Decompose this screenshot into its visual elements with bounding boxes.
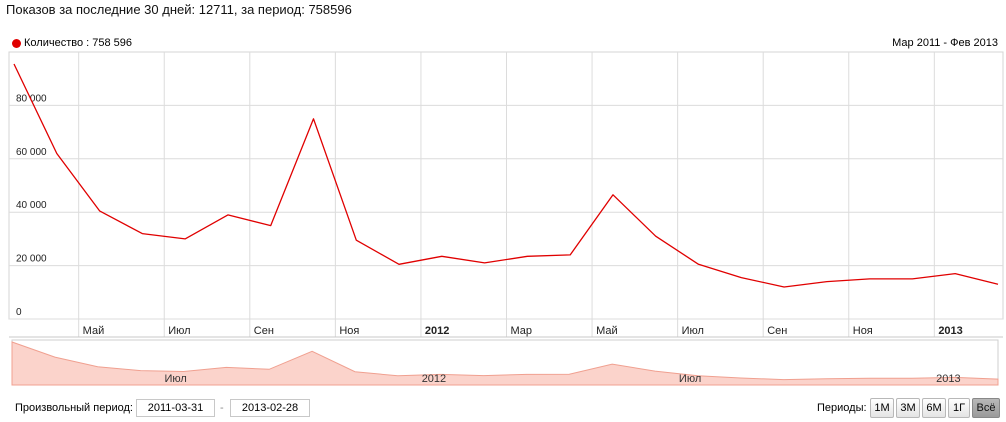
to-date-input[interactable]: 2013-02-28 bbox=[230, 399, 310, 417]
x-tick-label: Ноя bbox=[339, 325, 359, 337]
period-1y-button[interactable]: 1Г bbox=[948, 398, 970, 418]
from-date-input[interactable]: 2011-03-31 bbox=[136, 399, 215, 417]
y-tick-label: 20 000 bbox=[16, 254, 47, 265]
x-tick-label: Июл bbox=[168, 325, 190, 337]
y-tick-label: 80 000 bbox=[16, 93, 47, 104]
x-tick-label: Ноя bbox=[853, 325, 873, 337]
x-tick-label: Май bbox=[596, 325, 618, 337]
line-chart: 0 20 000 40 000 60 000 80 000 Май Июл Сен Ноя 20… bbox=[8, 51, 1004, 386]
period-6m-button[interactable]: 6М bbox=[922, 398, 946, 418]
navigator-label: 2013 bbox=[936, 373, 960, 385]
date-range-label: Мар 2011 - Фев 2013 bbox=[892, 37, 998, 49]
legend-label: Количество : 758 596 bbox=[24, 37, 133, 49]
navigator-label: Июл bbox=[164, 373, 186, 385]
x-tick-label: 2012 bbox=[425, 325, 449, 337]
series-line[interactable] bbox=[13, 63, 999, 288]
period-all-button[interactable]: Всё bbox=[972, 398, 1000, 418]
period-3m-button[interactable]: 3М bbox=[896, 398, 920, 418]
date-separator: - bbox=[220, 402, 224, 414]
x-tick-label: Май bbox=[83, 325, 105, 337]
x-tick-label: Мар bbox=[511, 325, 533, 337]
controls-bar: Произвольный период: 2011-03-31 - 2013-0… bbox=[0, 396, 1006, 420]
x-axis: Май Июл Сен Ноя 2012 Мар Май Июл Сен Ноя 2013 bbox=[9, 325, 1003, 338]
navigator-label: Июл bbox=[679, 373, 701, 385]
legend-marker bbox=[12, 38, 21, 48]
periods-label: Периоды: bbox=[817, 402, 867, 414]
navigator[interactable]: Июл 2012 Июл 2013 bbox=[11, 339, 999, 386]
y-tick-label: 60 000 bbox=[16, 147, 47, 158]
x-tick-label: Сен bbox=[767, 325, 787, 337]
x-tick-label: 2013 bbox=[938, 325, 962, 337]
grid bbox=[8, 51, 1004, 337]
custom-period-label: Произвольный период: bbox=[15, 402, 133, 414]
stats-summary: Показов за последние 30 дней: 12711, за … bbox=[6, 2, 352, 17]
navigator-area bbox=[11, 341, 999, 386]
legend[interactable]: Количество : 758 596 bbox=[12, 37, 132, 49]
series-layer bbox=[13, 63, 999, 288]
period-1m-button[interactable]: 1М bbox=[870, 398, 894, 418]
y-axis: 0 20 000 40 000 60 000 80 000 bbox=[16, 93, 47, 318]
x-tick-label: Июл bbox=[682, 325, 704, 337]
x-tick-label: Сен bbox=[254, 325, 274, 337]
y-tick-label: 40 000 bbox=[16, 200, 47, 211]
navigator-label: 2012 bbox=[422, 373, 446, 385]
y-tick-label: 0 bbox=[16, 307, 22, 318]
